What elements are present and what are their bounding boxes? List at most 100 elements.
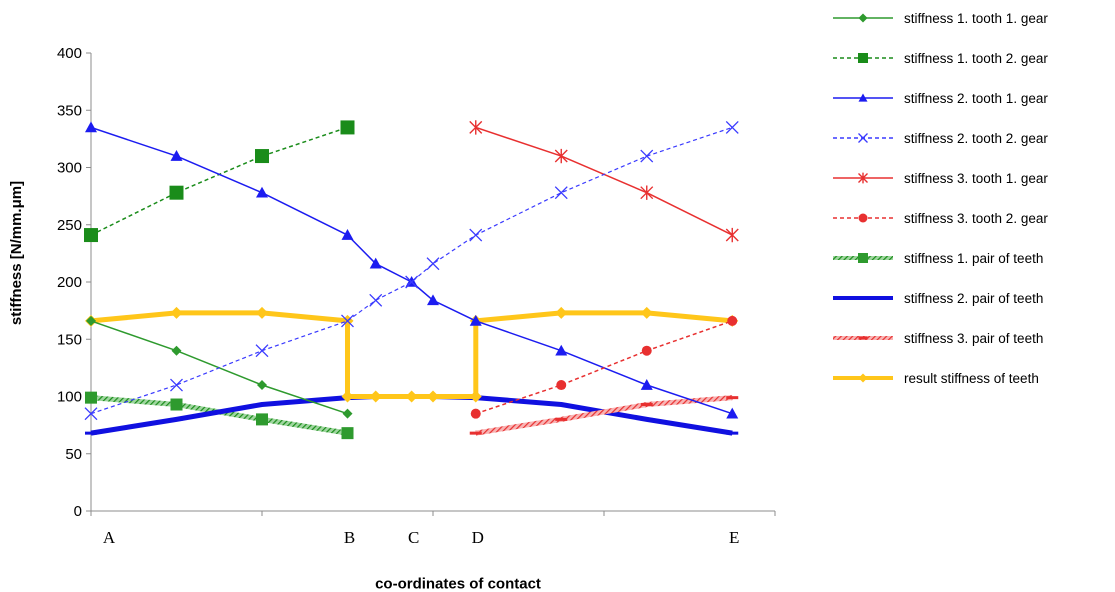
legend-swatch-marker bbox=[858, 373, 868, 383]
data-point bbox=[170, 378, 183, 392]
legend-label: stiffness 3. tooth 2. gear bbox=[904, 211, 1048, 226]
data-point bbox=[469, 228, 483, 242]
data-point bbox=[555, 344, 568, 356]
y-tick-label: 350 bbox=[57, 102, 82, 119]
data-point bbox=[340, 120, 355, 135]
data-point bbox=[169, 185, 184, 200]
data-point bbox=[84, 228, 98, 243]
legend-item-9: stiffness 3. pair of teeth bbox=[833, 331, 1043, 346]
data-point bbox=[640, 149, 654, 163]
series-line-5 bbox=[475, 126, 733, 236]
legend-label: stiffness 1. tooth 1. gear bbox=[904, 11, 1048, 26]
legend-item-5: stiffness 3. tooth 1. gear bbox=[833, 171, 1048, 186]
y-tick-label: 400 bbox=[57, 45, 82, 62]
data-point bbox=[555, 306, 568, 319]
legend-swatch-marker bbox=[858, 13, 868, 23]
series-10 bbox=[85, 306, 739, 403]
data-point bbox=[726, 396, 739, 400]
data-point bbox=[640, 185, 654, 200]
data-point bbox=[170, 398, 183, 411]
data-point bbox=[86, 315, 96, 326]
data-point bbox=[726, 431, 739, 435]
data-point bbox=[469, 120, 483, 135]
data-point bbox=[427, 294, 439, 306]
y-tick-label: 150 bbox=[57, 331, 82, 348]
series-line-4 bbox=[90, 126, 733, 415]
legend-swatch-marker bbox=[858, 133, 868, 143]
data-point bbox=[369, 293, 383, 307]
legend-swatch-marker bbox=[858, 172, 868, 184]
data-point bbox=[341, 427, 354, 440]
data-point bbox=[85, 121, 97, 133]
y-tick-label: 100 bbox=[57, 389, 82, 406]
y-axis-title: stiffness [N/mm.μm] bbox=[8, 181, 25, 325]
data-point bbox=[369, 390, 382, 403]
data-point bbox=[641, 345, 652, 356]
legend-item-10: result stiffness of teeth bbox=[833, 371, 1039, 386]
legend-swatch-marker bbox=[858, 93, 868, 102]
data-point bbox=[256, 306, 268, 319]
legend-swatch-marker bbox=[858, 53, 868, 63]
legend: stiffness 1. tooth 1. gear stiffness 1. t… bbox=[833, 11, 1048, 386]
data-point bbox=[170, 417, 183, 421]
data-point bbox=[341, 314, 354, 328]
data-point bbox=[255, 344, 269, 358]
legend-label: stiffness 1. tooth 2. gear bbox=[904, 51, 1048, 66]
data-point bbox=[85, 391, 97, 404]
legend-label: stiffness 2. pair of teeth bbox=[904, 291, 1043, 306]
legend-item-2: stiffness 1. tooth 2. gear bbox=[833, 51, 1048, 66]
series-line-2 bbox=[90, 126, 348, 236]
data-point bbox=[341, 229, 354, 240]
legend-item-1: stiffness 1. tooth 1. gear bbox=[833, 11, 1048, 26]
y-ticks: 0 50 100 150 200 250 300 350 400 bbox=[57, 45, 91, 520]
legend-swatch-marker bbox=[858, 253, 868, 263]
legend-label: stiffness 3. tooth 1. gear bbox=[904, 171, 1048, 186]
data-point bbox=[427, 390, 439, 403]
data-point bbox=[257, 380, 267, 391]
legend-swatch-marker bbox=[858, 336, 868, 340]
data-point bbox=[555, 417, 568, 421]
data-point bbox=[170, 150, 183, 161]
x-point-label-d: D bbox=[472, 528, 484, 547]
data-point bbox=[341, 390, 354, 403]
data-point bbox=[369, 257, 382, 269]
legend-item-8: stiffness 2. pair of teeth bbox=[833, 291, 1043, 306]
y-tick-label: 50 bbox=[65, 446, 82, 463]
data-point bbox=[256, 186, 268, 198]
legend-swatch-marker bbox=[858, 213, 868, 223]
legend-item-6: stiffness 3. tooth 2. gear bbox=[833, 211, 1048, 226]
data-point bbox=[255, 149, 269, 164]
y-tick-label: 300 bbox=[57, 160, 82, 177]
legend-label: stiffness 1. pair of teeth bbox=[904, 251, 1043, 266]
data-point bbox=[342, 408, 353, 419]
x-point-label-b: B bbox=[344, 528, 355, 547]
data-point bbox=[725, 120, 739, 134]
data-point bbox=[725, 227, 739, 243]
series-4 bbox=[84, 120, 739, 421]
legend-item-7: stiffness 1. pair of teeth bbox=[833, 251, 1043, 266]
series-line-6 bbox=[475, 320, 733, 415]
data-point bbox=[640, 417, 653, 421]
data-point bbox=[726, 407, 739, 419]
data-point bbox=[426, 257, 440, 271]
legend-label: result stiffness of teeth bbox=[904, 371, 1039, 386]
data-point bbox=[405, 390, 418, 403]
series-3 bbox=[85, 121, 739, 419]
data-point bbox=[469, 390, 482, 403]
data-point bbox=[554, 148, 568, 164]
legend-label: stiffness 3. pair of teeth bbox=[904, 331, 1043, 346]
legend-label: stiffness 2. tooth 2. gear bbox=[904, 131, 1048, 146]
data-point bbox=[555, 403, 568, 407]
x-point-label-a: A bbox=[103, 528, 116, 547]
data-point bbox=[470, 408, 481, 419]
series-layer bbox=[84, 120, 739, 440]
data-point bbox=[256, 403, 268, 407]
data-point bbox=[469, 314, 482, 326]
legend-swatch-marker bbox=[858, 296, 868, 300]
data-point bbox=[640, 306, 653, 319]
y-tick-label: 250 bbox=[57, 217, 82, 234]
data-point bbox=[84, 407, 98, 421]
legend-item-3: stiffness 2. tooth 1. gear bbox=[833, 91, 1048, 106]
y-tick-label: 0 bbox=[74, 503, 82, 520]
